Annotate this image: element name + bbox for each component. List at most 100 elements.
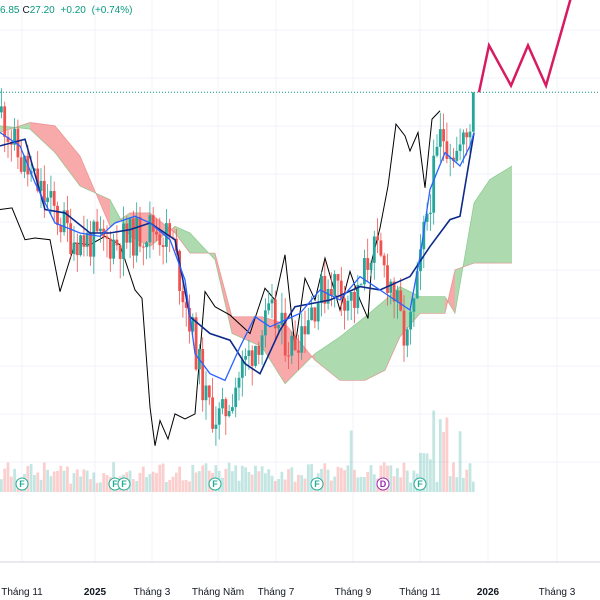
candle-body bbox=[115, 239, 119, 246]
candle-body bbox=[336, 274, 340, 281]
candle-body bbox=[429, 212, 432, 214]
volume-bar bbox=[396, 468, 399, 492]
candle-body bbox=[59, 225, 63, 233]
volume-bar bbox=[155, 473, 158, 492]
candle-body bbox=[339, 280, 343, 299]
tenkan-sen-line bbox=[0, 131, 475, 382]
volume-bar bbox=[89, 479, 92, 492]
candle-body bbox=[224, 399, 228, 417]
volume-bar bbox=[326, 469, 330, 492]
volume-bar bbox=[336, 466, 340, 492]
volume-bar bbox=[178, 466, 181, 492]
volume-bar bbox=[465, 469, 469, 492]
candle-body bbox=[402, 310, 406, 346]
candle-body bbox=[412, 298, 416, 312]
candle-body bbox=[135, 216, 139, 256]
candle-body bbox=[161, 245, 165, 247]
close-label: C bbox=[22, 5, 30, 16]
candle-body bbox=[125, 223, 129, 243]
candle-body bbox=[95, 221, 99, 232]
price-legend: 6.85 C27.20 +0.20 (+0.74%) bbox=[0, 4, 135, 18]
volume-bar bbox=[33, 474, 36, 492]
candle-body bbox=[82, 235, 86, 247]
candle-body bbox=[435, 146, 439, 156]
candle-body bbox=[369, 262, 373, 270]
volume-bar bbox=[224, 468, 228, 492]
volume-bar bbox=[141, 466, 145, 492]
candle-body bbox=[75, 242, 79, 256]
volume-bar bbox=[99, 482, 102, 492]
grid bbox=[0, 0, 600, 562]
candle-body bbox=[438, 129, 442, 147]
cloud-segment bbox=[175, 226, 190, 254]
volume-bar bbox=[290, 467, 294, 492]
volume-bar bbox=[56, 470, 59, 492]
candle-body bbox=[293, 335, 297, 351]
volume-bar bbox=[46, 469, 49, 492]
candle-body bbox=[399, 290, 403, 311]
close-value: 27.20 bbox=[29, 5, 55, 16]
candle-body bbox=[122, 223, 125, 259]
candle-body bbox=[181, 290, 185, 303]
candle-body bbox=[458, 144, 462, 151]
candle-body bbox=[452, 157, 455, 161]
volume-bar bbox=[452, 462, 455, 492]
x-tick-label: Tháng 11 bbox=[399, 587, 441, 598]
candle-body bbox=[448, 157, 452, 159]
candle-body bbox=[234, 387, 238, 408]
candle-body bbox=[372, 236, 376, 263]
cloud-segment bbox=[30, 122, 55, 153]
volume-bar bbox=[353, 469, 356, 492]
volume-bar bbox=[161, 463, 165, 492]
candle-body bbox=[333, 274, 337, 296]
volume-bar bbox=[188, 481, 191, 492]
volume-bar bbox=[409, 482, 412, 492]
volume-bar bbox=[181, 480, 185, 492]
x-tick-label: 2025 bbox=[84, 587, 107, 598]
candle-body bbox=[455, 150, 459, 161]
volume-bar bbox=[198, 471, 201, 492]
volume-bar bbox=[221, 477, 224, 492]
x-tick-label: Tháng Năm bbox=[192, 587, 244, 598]
candle-body bbox=[36, 168, 40, 191]
candle-body bbox=[382, 255, 386, 266]
volume-bar bbox=[462, 477, 465, 492]
volume-bar bbox=[267, 469, 271, 492]
candle-body bbox=[79, 235, 82, 256]
volume-bar bbox=[297, 474, 300, 492]
volume-bar bbox=[442, 431, 445, 492]
candle-body bbox=[184, 302, 188, 308]
x-tick-label: Tháng 11 bbox=[1, 587, 43, 598]
candle-body bbox=[471, 92, 475, 132]
volume-bar bbox=[59, 465, 63, 492]
volume-bar bbox=[432, 410, 436, 492]
candle-body bbox=[254, 345, 257, 366]
volume-bar bbox=[330, 480, 333, 492]
volume-bar bbox=[333, 476, 337, 492]
candle-body bbox=[260, 335, 264, 355]
volume-bar bbox=[425, 453, 429, 492]
volume-bar bbox=[82, 469, 86, 492]
volume-bar bbox=[386, 465, 389, 492]
candle-body bbox=[19, 157, 23, 172]
candle-body bbox=[356, 284, 360, 308]
candle-body bbox=[217, 408, 221, 425]
candle-body bbox=[386, 265, 389, 293]
cloud-segment bbox=[340, 316, 365, 381]
candle-body bbox=[363, 258, 366, 285]
volume-bar bbox=[293, 481, 297, 492]
event-marker-other: D bbox=[376, 477, 390, 491]
volume-bar bbox=[244, 467, 247, 492]
candle-body bbox=[310, 307, 313, 321]
volume-bar bbox=[280, 471, 284, 492]
candle-body bbox=[165, 223, 168, 247]
candle-body bbox=[221, 399, 224, 409]
volume-bar bbox=[300, 475, 304, 492]
volume-bar bbox=[438, 419, 442, 492]
candle-body bbox=[141, 246, 145, 248]
change-value: +0.20 bbox=[60, 5, 86, 16]
event-marker-label: F bbox=[112, 479, 118, 489]
candle-body bbox=[128, 218, 132, 243]
